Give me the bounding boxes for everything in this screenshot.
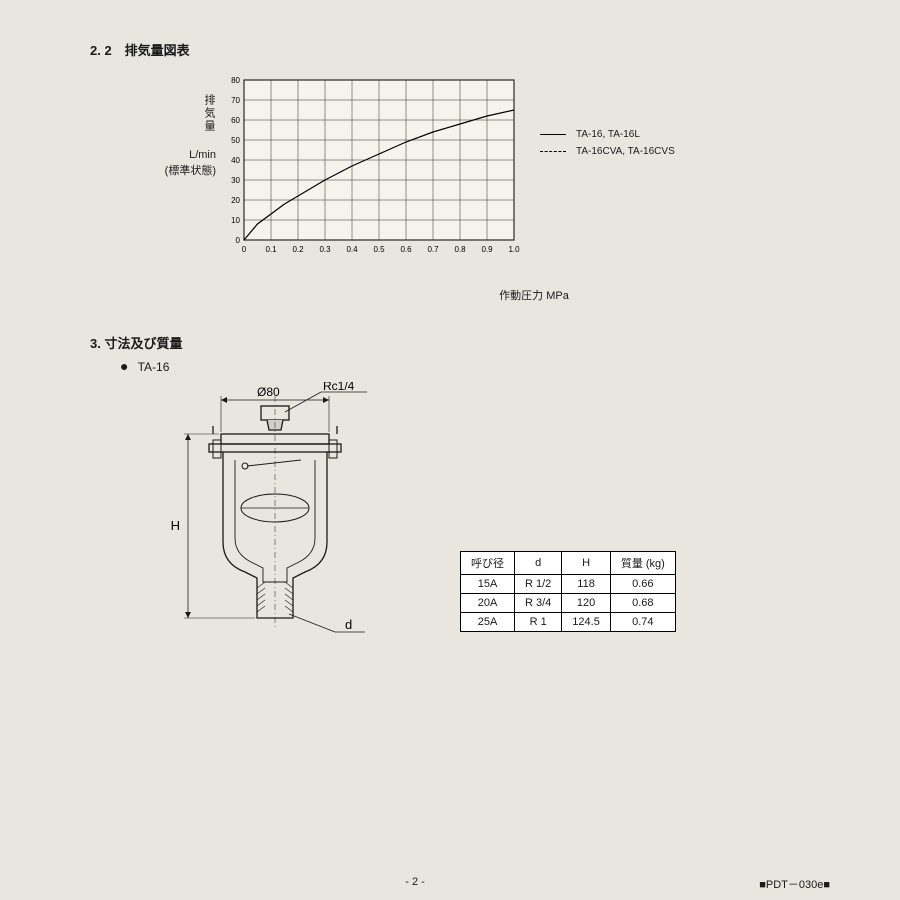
table-row: 20AR 3/41200.68 [461, 594, 676, 613]
table-cell: 124.5 [562, 613, 611, 632]
svg-text:40: 40 [231, 156, 240, 165]
table-cell: 20A [461, 594, 515, 613]
svg-text:0.7: 0.7 [427, 245, 439, 254]
dimension-table-wrap: 呼び径dH質量 (kg)15AR 1/21180.6620AR 3/41200.… [460, 551, 676, 642]
svg-text:0.5: 0.5 [373, 245, 385, 254]
table-row: 15AR 1/21180.66 [461, 575, 676, 594]
table-cell: 0.68 [610, 594, 675, 613]
table-row: 25AR 1124.50.74 [461, 613, 676, 632]
svg-text:1.0: 1.0 [508, 245, 520, 254]
legend-label-2: TA-16CVA, TA-16CVS [576, 146, 675, 157]
table-cell: 15A [461, 575, 515, 594]
legend-row-solid: TA-16, TA-16L [540, 129, 675, 140]
table-cell: 25A [461, 613, 515, 632]
svg-text:H: H [171, 518, 180, 533]
chart-ylabel: 排気量 L/min (標準状態) [150, 74, 222, 179]
bullet-ta16: ● TA-16 [120, 358, 840, 374]
chart-legend: TA-16, TA-16L TA-16CVA, TA-16CVS [540, 129, 675, 163]
table-cell: R 1/2 [515, 575, 562, 594]
svg-text:Rc1/4: Rc1/4 [323, 382, 355, 393]
svg-text:20: 20 [231, 196, 240, 205]
svg-text:0: 0 [242, 245, 247, 254]
table-cell: 118 [562, 575, 611, 594]
legend-row-dashed: TA-16CVA, TA-16CVS [540, 146, 675, 157]
ylabel-unit: L/min [150, 148, 216, 163]
doc-id: ■PDT－030e■ [759, 876, 830, 892]
table-cell: 0.66 [610, 575, 675, 594]
table-cell: 120 [562, 594, 611, 613]
legend-label-1: TA-16, TA-16L [576, 129, 640, 140]
svg-text:0.1: 0.1 [265, 245, 277, 254]
bullet-dot-icon: ● [120, 358, 128, 374]
legend-line-dashed-icon [540, 151, 566, 152]
table-cell: 0.74 [610, 613, 675, 632]
chart-xlabel: 作動圧力 MPa [228, 287, 840, 303]
table-cell: R 1 [515, 613, 562, 632]
svg-text:0.3: 0.3 [319, 245, 331, 254]
bullet-label: TA-16 [138, 360, 170, 374]
table-header: d [515, 552, 562, 575]
svg-text:0.9: 0.9 [481, 245, 493, 254]
svg-text:0.6: 0.6 [400, 245, 412, 254]
svg-text:0.4: 0.4 [346, 245, 358, 254]
svg-text:80: 80 [231, 76, 240, 85]
chart-grid: 0 0.1 0.2 0.3 0.4 0.5 0.6 0.7 0.8 0.9 1.0 0 10 20 30 40… [222, 74, 522, 269]
table-header: 質量 (kg) [610, 552, 675, 575]
page-number: - 2 - [0, 876, 830, 888]
svg-text:0: 0 [236, 236, 241, 245]
svg-text:d: d [345, 617, 352, 632]
table-header: H [562, 552, 611, 575]
svg-text:0.2: 0.2 [292, 245, 304, 254]
svg-text:60: 60 [231, 116, 240, 125]
svg-text:Ø80: Ø80 [257, 385, 280, 399]
legend-line-solid-icon [540, 134, 566, 135]
section-3-title: 3. 寸法及び質量 [90, 333, 840, 352]
svg-text:70: 70 [231, 96, 240, 105]
dimension-table: 呼び径dH質量 (kg)15AR 1/21180.6620AR 3/41200.… [460, 551, 676, 632]
table-cell: R 3/4 [515, 594, 562, 613]
table-header: 呼び径 [461, 552, 515, 575]
exhaust-chart: 排気量 L/min (標準状態) 00.10.20.30.40.50.60.70… [150, 74, 840, 269]
svg-text:0.8: 0.8 [454, 245, 466, 254]
svg-text:50: 50 [231, 136, 240, 145]
ylabel-top: 排気量 [201, 94, 216, 133]
svg-text:10: 10 [231, 216, 240, 225]
section-22-title: 2. 2 排気量図表 [90, 40, 840, 59]
svg-text:30: 30 [231, 176, 240, 185]
ylabel-note: (標準状態) [150, 164, 216, 179]
dimension-diagram: Ø80 Rc1/4 Hd [140, 382, 400, 642]
page-footer: - 2 - ■PDT－030e■ [0, 876, 900, 888]
